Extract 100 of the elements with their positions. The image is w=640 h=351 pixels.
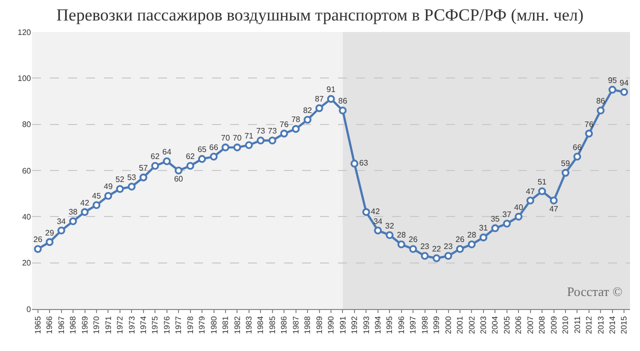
point bbox=[550, 196, 558, 204]
x-tick-label: 1985 bbox=[268, 316, 277, 334]
x-tick-label: 2011 bbox=[572, 316, 582, 334]
point bbox=[139, 174, 148, 182]
x-tick-label: 1990 bbox=[326, 316, 336, 334]
x-tick-label: 2012 bbox=[584, 316, 594, 334]
point bbox=[585, 130, 593, 138]
x-tick-label: 2015 bbox=[620, 316, 629, 334]
point bbox=[186, 162, 194, 170]
data-label: 23 bbox=[420, 242, 430, 252]
x-tick-label: 2013 bbox=[596, 316, 606, 334]
x-tick-label: 2005 bbox=[502, 316, 512, 334]
point bbox=[57, 226, 66, 234]
data-label: 57 bbox=[138, 164, 148, 173]
y-tick-label: 0 bbox=[26, 304, 32, 314]
point bbox=[174, 166, 182, 174]
data-label: 95 bbox=[608, 76, 618, 85]
data-label: 62 bbox=[186, 152, 196, 162]
y-tick-label: 40 bbox=[22, 212, 32, 222]
data-label: 42 bbox=[370, 207, 380, 216]
data-label: 82 bbox=[303, 106, 313, 115]
x-tick-label: 1970 bbox=[92, 316, 102, 334]
x-tick-label: 1994 bbox=[374, 316, 382, 334]
x-tick-label: 1978 bbox=[186, 316, 195, 334]
data-label: 60 bbox=[174, 174, 184, 184]
data-label: 64 bbox=[162, 148, 172, 157]
y-tick-label: 80 bbox=[22, 120, 32, 130]
point bbox=[397, 240, 406, 248]
x-tick-label: 1966 bbox=[45, 316, 54, 334]
x-tick-label: 1993 bbox=[362, 316, 371, 334]
data-label: 35 bbox=[490, 214, 500, 224]
point bbox=[526, 196, 534, 204]
x-tick-label: 2007 bbox=[526, 316, 535, 334]
point bbox=[46, 238, 54, 246]
x-tick-label: 1965 bbox=[33, 316, 42, 334]
x-tick-label: 1979 bbox=[198, 316, 207, 334]
x-tick-label: 1976 bbox=[162, 316, 172, 334]
point bbox=[468, 240, 476, 248]
point bbox=[338, 106, 347, 114]
data-label: 26 bbox=[408, 235, 418, 244]
point bbox=[222, 144, 230, 152]
data-label: 66 bbox=[572, 142, 582, 152]
y-tick-label: 60 bbox=[22, 166, 32, 176]
data-label: 51 bbox=[538, 178, 548, 187]
x-tick-label: 1983 bbox=[244, 316, 254, 334]
point bbox=[304, 116, 312, 124]
x-tick-label: 2010 bbox=[561, 316, 570, 334]
point bbox=[210, 152, 218, 161]
y-tick-label: 100 bbox=[18, 74, 32, 83]
data-label: 62 bbox=[150, 152, 160, 162]
point bbox=[233, 144, 242, 152]
annotation: Росстат © bbox=[567, 284, 622, 299]
x-tick-label: 2000 bbox=[444, 316, 453, 334]
point bbox=[280, 130, 288, 138]
point bbox=[327, 95, 335, 103]
data-label: 26 bbox=[33, 235, 43, 244]
data-label: 70 bbox=[232, 134, 242, 143]
data-label: 47 bbox=[549, 204, 559, 214]
x-tick-label: 1974 bbox=[138, 316, 148, 334]
data-label: 59 bbox=[561, 159, 571, 168]
x-tick-label: 1980 bbox=[209, 316, 218, 334]
data-label: 91 bbox=[326, 85, 336, 94]
point bbox=[432, 254, 440, 262]
point bbox=[92, 201, 100, 210]
point bbox=[502, 220, 511, 228]
point bbox=[198, 155, 206, 163]
x-tick-label: 1968 bbox=[68, 316, 78, 334]
data-label: 47 bbox=[526, 186, 536, 196]
data-label: 32 bbox=[385, 221, 395, 230]
data-label: 37 bbox=[502, 210, 512, 219]
x-tick-label: 1971 bbox=[104, 316, 113, 334]
data-label: 94 bbox=[620, 78, 630, 88]
x-tick-label: 1973 bbox=[127, 316, 136, 334]
x-tick-label: 2003 bbox=[479, 316, 488, 334]
x-tick-label: 1967 bbox=[56, 316, 66, 334]
data-label: 34 bbox=[373, 216, 383, 226]
point bbox=[162, 157, 171, 166]
data-label: 38 bbox=[68, 208, 78, 217]
data-label: 86 bbox=[596, 96, 606, 106]
data-label: 26 bbox=[456, 235, 465, 244]
point bbox=[386, 231, 394, 240]
point bbox=[128, 182, 136, 191]
data-label: 76 bbox=[584, 120, 594, 129]
point bbox=[69, 217, 77, 226]
data-label: 31 bbox=[478, 224, 488, 233]
data-label: 53 bbox=[127, 172, 137, 182]
data-label: 87 bbox=[314, 94, 324, 104]
x-tick-label: 1999 bbox=[432, 316, 442, 334]
data-label: 42 bbox=[80, 198, 90, 208]
data-label: 49 bbox=[104, 182, 114, 192]
point bbox=[362, 208, 370, 216]
data-label: 28 bbox=[396, 230, 406, 240]
y-tick-label: 120 bbox=[18, 28, 32, 37]
x-tick-label: 1975 bbox=[150, 316, 160, 334]
point bbox=[350, 160, 358, 168]
point bbox=[608, 86, 616, 94]
point bbox=[116, 185, 124, 193]
x-tick-label: 1992 bbox=[350, 316, 360, 334]
data-label: 29 bbox=[45, 228, 55, 238]
point bbox=[620, 88, 628, 96]
